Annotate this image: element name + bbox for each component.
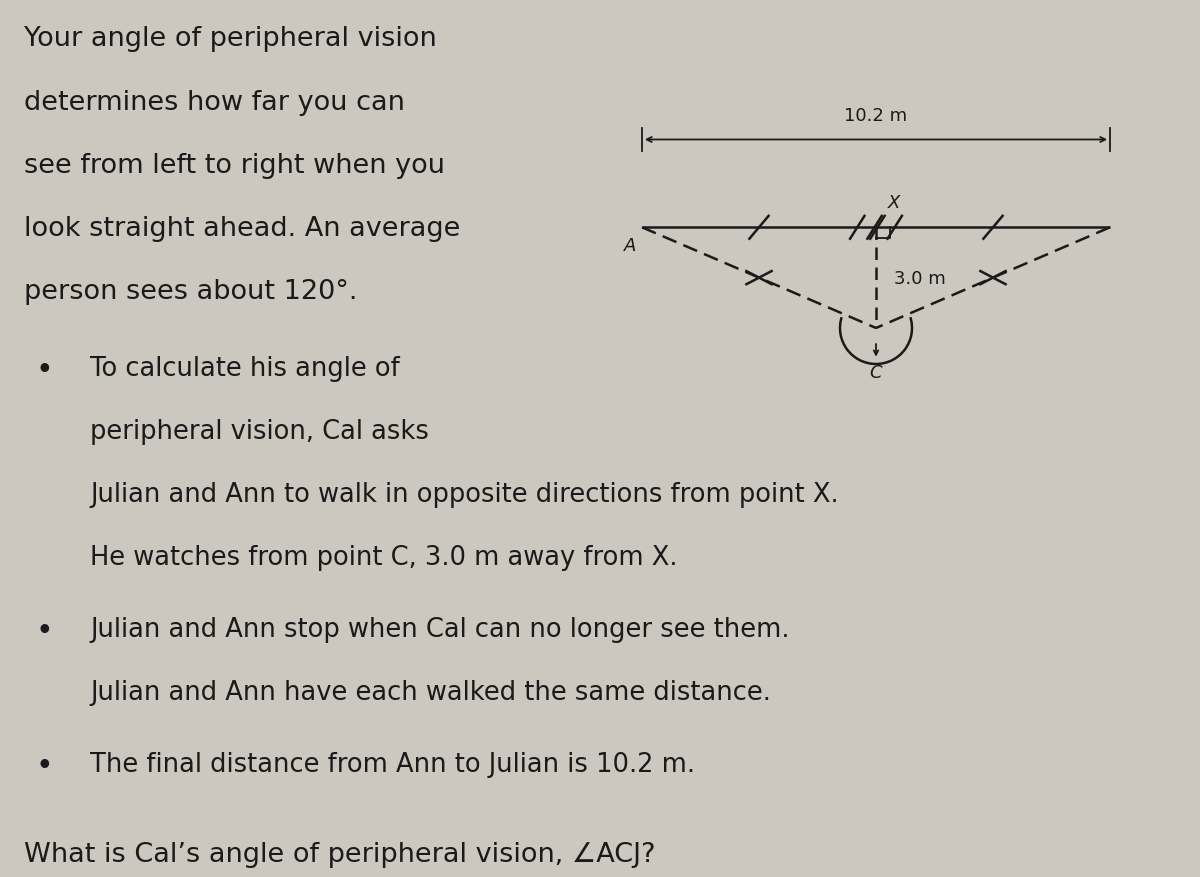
Text: Your angle of peripheral vision: Your angle of peripheral vision (24, 26, 437, 53)
Text: What is Cal’s angle of peripheral vision, ∠ACJ?: What is Cal’s angle of peripheral vision… (24, 841, 655, 867)
Text: •: • (36, 752, 54, 781)
Text: A: A (624, 237, 636, 255)
Text: person sees about 120°.: person sees about 120°. (24, 279, 358, 305)
Text: •: • (36, 355, 54, 384)
Text: X: X (888, 194, 900, 212)
Text: •: • (36, 617, 54, 645)
Text: look straight ahead. An average: look straight ahead. An average (24, 216, 461, 242)
Text: To calculate his angle of: To calculate his angle of (90, 355, 400, 381)
Text: The final distance from Ann to Julian is 10.2 m.: The final distance from Ann to Julian is… (90, 752, 695, 778)
Text: peripheral vision, Cal asks: peripheral vision, Cal asks (90, 418, 428, 445)
Text: 3.0 m: 3.0 m (894, 269, 946, 288)
Text: C: C (870, 364, 882, 381)
Text: determines how far you can: determines how far you can (24, 89, 404, 116)
Text: Julian and Ann stop when Cal can no longer see them.: Julian and Ann stop when Cal can no long… (90, 617, 790, 643)
Text: Julian and Ann to walk in opposite directions from point X.: Julian and Ann to walk in opposite direc… (90, 481, 839, 508)
Text: 10.2 m: 10.2 m (845, 106, 907, 125)
Text: Julian and Ann have each walked the same distance.: Julian and Ann have each walked the same… (90, 680, 770, 706)
Text: He watches from point C, 3.0 m away from X.: He watches from point C, 3.0 m away from… (90, 545, 678, 571)
Text: see from left to right when you: see from left to right when you (24, 153, 445, 179)
